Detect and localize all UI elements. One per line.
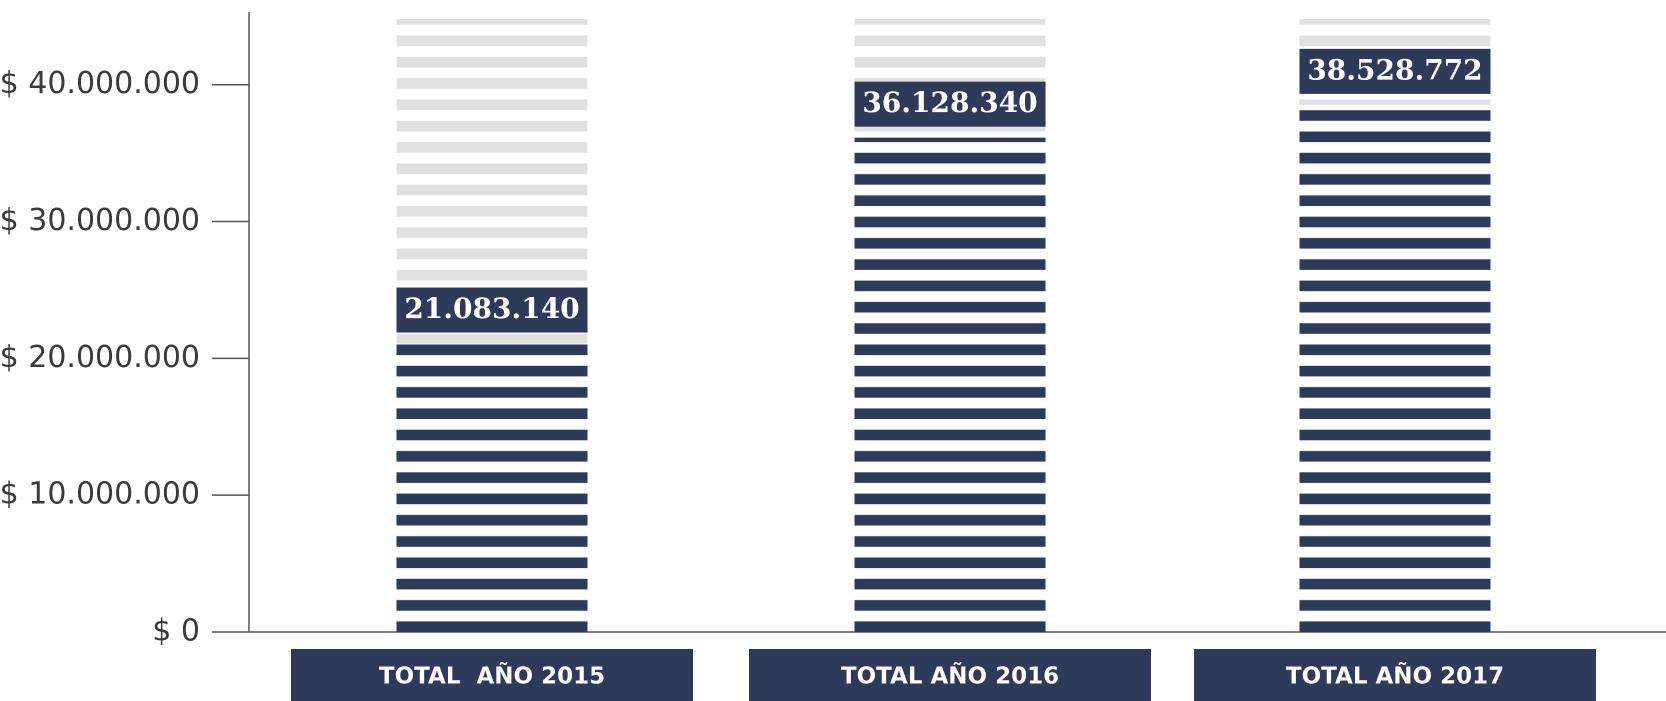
y-tick-label: $ 20.000.000 [0, 340, 200, 375]
y-tick-label: $ 40.000.000 [0, 66, 200, 101]
category-box [1194, 649, 1596, 701]
bar [854, 137, 1046, 633]
y-tick-label: $ 30.000.000 [0, 203, 200, 238]
value-label-box [854, 81, 1046, 127]
value-label: 36.128.340 [862, 86, 1037, 119]
value-label: 38.528.772 [1307, 53, 1482, 86]
y-tick-label: $ 10.000.000 [0, 477, 200, 512]
x-tick-label: TOTAL AÑO 2016 [841, 662, 1059, 690]
category-box [291, 649, 693, 701]
value-label-box [1299, 48, 1491, 94]
bar [1299, 104, 1491, 633]
x-tick-label: TOTAL AÑO 2015 [379, 662, 605, 690]
value-label-box [396, 287, 588, 333]
category-box [749, 649, 1151, 701]
value-label: 21.083.140 [404, 292, 579, 325]
bar [396, 343, 588, 632]
y-tick-label: $ 0 [152, 614, 200, 649]
x-tick-label: TOTAL AÑO 2017 [1286, 662, 1504, 690]
